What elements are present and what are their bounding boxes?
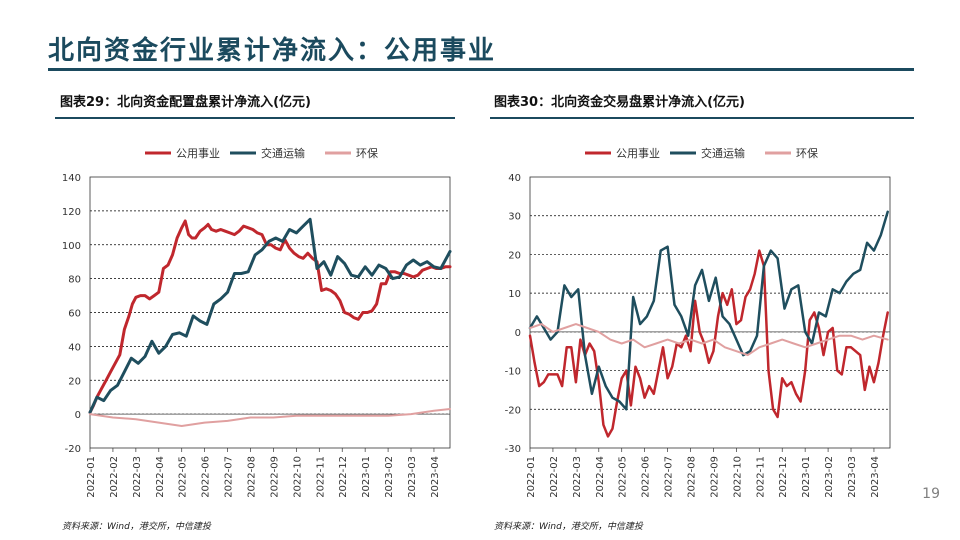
x-tick-label: 2022-10 [732, 456, 743, 498]
x-tick-label: 2022-08 [247, 456, 258, 498]
chart-title-left: 图表29：北向资金配置盘累计净流入(亿元) [60, 95, 311, 110]
x-tick-label: 2023-03 [407, 456, 418, 498]
y-tick-label: 120 [62, 207, 81, 218]
x-tick-label: 2022-11 [755, 456, 766, 498]
x-tick-label: 2022-10 [292, 456, 303, 498]
y-tick-label: 20 [68, 376, 81, 387]
series-line-2 [529, 323, 889, 357]
page-number: 19 [922, 486, 940, 502]
x-tick-label: 2022-07 [224, 456, 235, 498]
series-line-2 [89, 408, 451, 427]
plot-frame [89, 176, 451, 449]
legend-label-0: 公用事业 [176, 147, 220, 160]
y-tick-label: 30 [508, 212, 521, 223]
source-note-left: 资料来源：Wind，港交所，中信建投 [62, 522, 211, 532]
source-note-right: 资料来源：Wind，港交所，中信建投 [494, 522, 643, 532]
chart-right: 公用事业 交通运输 环保 40 30 20 10 0 -10 -20 -30 2022-01 2022-… [505, 146, 891, 498]
chart-left: 公用事业 交通运输 环保 140 120 100 80 60 40 20 0 -20 2022-01 20… [62, 146, 452, 498]
x-tick-label: 2022-12 [338, 456, 349, 498]
x-tick-label: 2022-03 [572, 456, 583, 498]
x-tick-label: 2023-04 [870, 456, 881, 498]
x-tick-label: 2023-01 [361, 456, 372, 498]
y-tick-label: -30 [505, 444, 521, 455]
legend: 公用事业 交通运输 环保 [585, 146, 818, 160]
x-tick-label: 2022-08 [687, 456, 698, 498]
x-tick-label: 2023-02 [384, 456, 395, 498]
series-line-0 [528, 249, 889, 438]
y-tick-label: 20 [508, 250, 521, 261]
legend-label-2: 环保 [796, 146, 818, 160]
y-tick-label: 60 [68, 309, 81, 320]
y-tick-label: 100 [62, 241, 81, 252]
x-tick-label: 2022-11 [315, 456, 326, 498]
x-tick-label: 2022-06 [641, 456, 652, 498]
y-tick-label: 0 [515, 328, 521, 339]
y-tick-label: -10 [505, 367, 521, 378]
legend: 公用事业 交通运输 环保 [145, 146, 378, 160]
y-tick-label: 10 [508, 289, 521, 300]
y-tick-label: 80 [68, 275, 81, 286]
y-tick-label: 40 [508, 173, 521, 184]
x-tick-label: 2022-05 [618, 456, 629, 498]
x-tick-label: 2022-09 [269, 456, 280, 498]
x-tick-label: 2022-01 [86, 456, 97, 498]
chart-title-underline-right [490, 117, 914, 119]
y-tick-label: -20 [65, 444, 81, 455]
x-tick-label: 2023-01 [801, 456, 812, 498]
page-title: 北向资金行业累计净流入：公用事业 [48, 36, 497, 66]
x-tick-label: 2022-05 [178, 456, 189, 498]
x-tick-label: 2022-03 [132, 456, 143, 498]
y-tick-label: 40 [68, 342, 81, 353]
plot-frame [529, 176, 891, 449]
x-tick-label: 2022-04 [155, 456, 166, 498]
series-line-1 [88, 217, 452, 414]
chart-title-underline-left [55, 117, 455, 119]
legend-label-2: 环保 [356, 146, 378, 160]
legend-label-1: 交通运输 [701, 146, 745, 160]
legend-label-0: 公用事业 [616, 147, 660, 160]
x-tick-label: 2022-04 [595, 456, 606, 498]
title-rule [48, 68, 914, 71]
x-tick-label: 2022-02 [109, 456, 120, 498]
chart-title-right: 图表30：北向资金交易盘累计净流入(亿元) [494, 95, 745, 110]
x-tick-label: 2022-06 [201, 456, 212, 498]
x-tick-label: 2022-12 [778, 456, 789, 498]
x-tick-label: 2022-09 [709, 456, 720, 498]
x-tick-label: 2023-04 [430, 456, 441, 498]
series-line-1 [528, 210, 889, 411]
x-tick-label: 2022-01 [526, 456, 537, 498]
series-line-0 [88, 219, 452, 414]
y-tick-label: -20 [505, 405, 521, 416]
y-tick-label: 140 [62, 173, 81, 184]
legend-label-1: 交通运输 [261, 146, 305, 160]
x-tick-label: 2022-07 [664, 456, 675, 498]
x-tick-label: 2023-02 [824, 456, 835, 498]
y-tick-label: 0 [75, 410, 81, 421]
x-tick-label: 2023-03 [847, 456, 858, 498]
x-tick-label: 2022-02 [549, 456, 560, 498]
